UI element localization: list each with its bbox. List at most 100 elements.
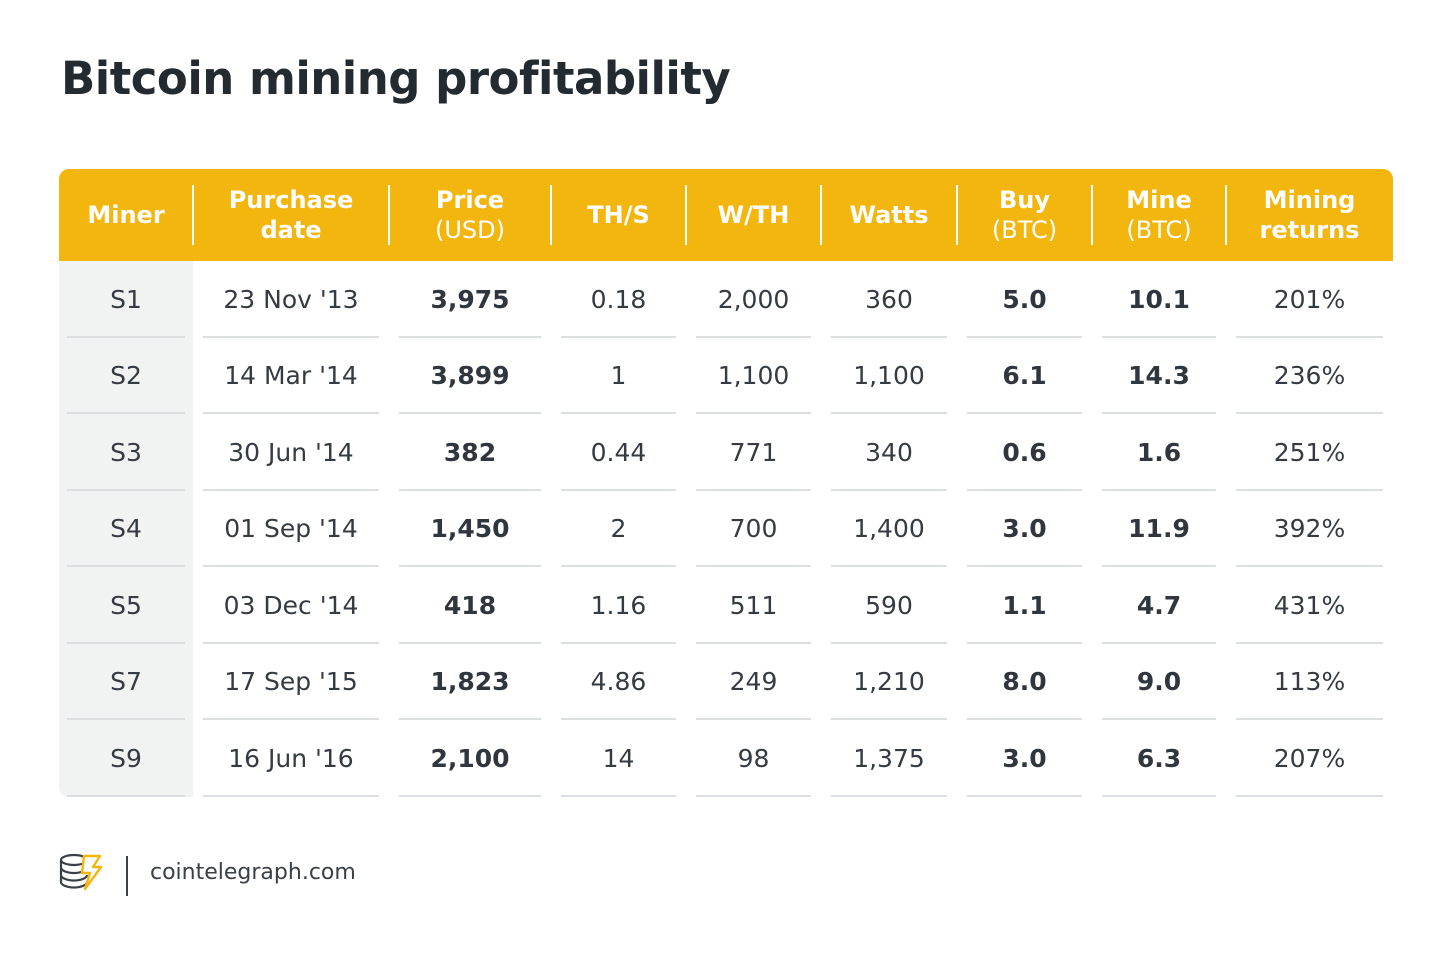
row-divider — [696, 335, 811, 338]
cell-buy: 3.0 — [1002, 743, 1047, 773]
header-miner: Miner — [59, 169, 193, 261]
header-ths: TH/S — [551, 169, 686, 261]
row-divider — [561, 794, 676, 797]
row-divider — [1102, 565, 1216, 567]
cell-wth: 700 — [729, 514, 778, 543]
cell-mine: 4.7 — [1136, 590, 1182, 620]
row-divider — [67, 794, 185, 797]
header-watts: Watts — [821, 169, 957, 261]
header-wth: W/TH — [686, 169, 821, 261]
cell-purchase_date: 30 Jun '14 — [228, 437, 354, 467]
header-separator — [685, 185, 687, 245]
cell-buy: 6.1 — [1002, 361, 1047, 390]
row-divider — [1236, 641, 1383, 644]
row-divider — [831, 488, 947, 491]
row-divider — [561, 641, 676, 644]
cell-returns: 201% — [1273, 284, 1346, 314]
row-divider — [561, 565, 676, 567]
header-returns-label-1: Mining — [1263, 186, 1356, 214]
miner-column-background — [59, 261, 193, 797]
footer-divider — [126, 856, 128, 896]
header-wth-label: W/TH — [717, 201, 790, 229]
site-url: cointelegraph.com — [150, 860, 356, 885]
row-divider — [1102, 335, 1216, 338]
header-separator — [550, 185, 552, 245]
row-divider — [203, 718, 379, 720]
header-watts-label: Watts — [849, 201, 929, 229]
row-divider — [203, 794, 379, 797]
cell-returns: 251% — [1273, 437, 1346, 467]
page-title: Bitcoin mining profitability — [61, 52, 731, 105]
cell-purchase_date: 17 Sep '15 — [224, 667, 358, 696]
header-price-label: Price — [435, 186, 505, 214]
row-divider — [399, 412, 541, 414]
cell-mine: 6.3 — [1136, 743, 1182, 773]
row-divider — [203, 641, 379, 644]
header-separator — [956, 185, 958, 245]
cell-watts: 590 — [865, 590, 913, 620]
cell-mine: 10.1 — [1128, 284, 1190, 314]
header-separator — [388, 185, 390, 245]
header-separator — [1225, 185, 1227, 245]
header-price: Price (USD) — [389, 169, 551, 261]
cell-watts: 360 — [865, 284, 913, 314]
cell-wth: 249 — [729, 667, 778, 696]
row-divider — [831, 335, 947, 338]
row-divider — [399, 488, 541, 491]
cell-ths: 0.44 — [590, 437, 647, 467]
row-divider — [561, 718, 676, 720]
row-divider — [561, 488, 676, 491]
cell-wth: 1,100 — [717, 361, 790, 390]
cell-wth: 511 — [729, 590, 778, 620]
cell-ths: 1.16 — [590, 590, 647, 620]
cell-miner: S3 — [110, 437, 142, 467]
cell-price: 3,975 — [430, 284, 510, 314]
cell-watts: 1,100 — [853, 361, 925, 390]
cell-purchase_date: 23 Nov '13 — [223, 284, 359, 314]
cell-miner: S7 — [110, 667, 142, 696]
cell-returns: 431% — [1273, 590, 1346, 620]
row-divider — [696, 794, 811, 797]
cell-mine: 11.9 — [1128, 514, 1190, 543]
cell-price: 1,823 — [430, 667, 510, 696]
row-divider — [696, 412, 811, 414]
cointelegraph-logo-icon — [59, 853, 103, 891]
header-separator — [192, 185, 194, 245]
cell-returns: 207% — [1273, 743, 1346, 773]
row-divider — [1102, 641, 1216, 644]
header-buy-label: Buy — [998, 186, 1051, 214]
cell-miner: S4 — [110, 514, 142, 543]
cell-returns: 113% — [1273, 667, 1346, 696]
row-divider — [967, 565, 1082, 567]
header-ths-label: TH/S — [587, 201, 650, 229]
row-divider — [203, 565, 379, 567]
row-divider — [696, 488, 811, 491]
cell-wth: 98 — [737, 743, 770, 773]
row-divider — [399, 565, 541, 567]
row-divider — [1236, 412, 1383, 414]
row-divider — [399, 335, 541, 338]
cell-returns: 392% — [1273, 514, 1346, 543]
row-divider — [1102, 412, 1216, 414]
cell-wth: 771 — [729, 437, 778, 467]
cell-watts: 1,375 — [853, 743, 925, 773]
row-divider — [967, 641, 1082, 644]
row-divider — [1236, 718, 1383, 720]
cell-watts: 1,210 — [853, 667, 925, 696]
row-divider — [1236, 794, 1383, 797]
header-mine-label: Mine — [1126, 186, 1192, 214]
row-divider — [967, 718, 1082, 720]
row-divider — [831, 641, 947, 644]
row-divider — [67, 335, 185, 338]
cell-watts: 340 — [865, 437, 913, 467]
cell-price: 382 — [443, 437, 497, 467]
cell-price: 2,100 — [430, 743, 510, 773]
row-divider — [399, 718, 541, 720]
cell-purchase_date: 16 Jun '16 — [228, 743, 354, 773]
cell-ths: 1 — [610, 361, 627, 390]
cell-buy: 8.0 — [1002, 667, 1047, 696]
cell-purchase_date: 14 Mar '14 — [224, 361, 358, 390]
row-divider — [67, 565, 185, 567]
row-divider — [203, 488, 379, 491]
row-divider — [696, 718, 811, 720]
